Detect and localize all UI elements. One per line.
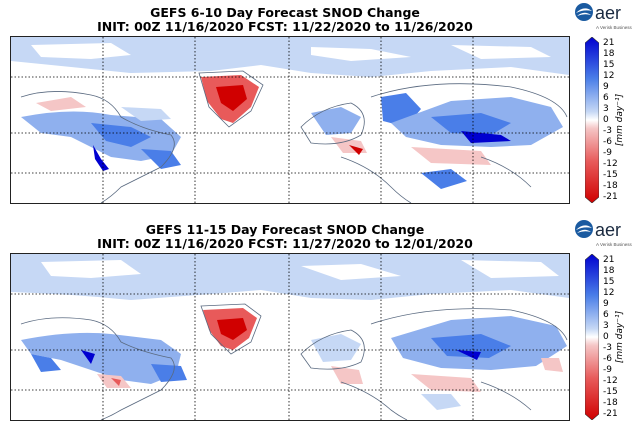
panel-title: GEFS 6-10 Day Forecast SNOD Change: [150, 5, 420, 20]
colorbar-tick-label: -18: [603, 398, 618, 408]
panel-title: GEFS 11-15 Day Forecast SNOD Change: [145, 222, 425, 237]
colorbar-ticks: 21 18 15 12 9 6 3 0 -3 -6 -9 -12 -15 -18 -21: [603, 37, 625, 203]
panel-subtitle: INIT: 00Z 11/16/2020 FCST: 11/22/2020 to…: [97, 19, 473, 34]
colorbar-tick-label: -3: [603, 126, 612, 136]
colorbar-tick-label: 3: [603, 104, 609, 114]
colorbar-tick-label: 9: [603, 299, 609, 309]
colorbar-tick-label: 0: [603, 332, 609, 342]
colorbar-tick-label: 6: [603, 310, 609, 320]
logo-tagline: A Verisk Business: [596, 25, 633, 30]
colorbar-tick-label: -6: [603, 354, 612, 364]
logo-wordmark: aer: [595, 220, 621, 240]
colorbar-tick-label: -9: [603, 148, 612, 158]
colorbar-tick-label: 21: [603, 38, 615, 48]
colorbar-tick-label: -9: [603, 365, 612, 375]
colorbar-tick-label: 18: [603, 49, 615, 59]
colorbar-tick-label: -18: [603, 181, 618, 191]
colorbar-tick-label: 21: [603, 255, 615, 265]
forecast-panel-6-10: GEFS 6-10 Day Forecast SNOD Change INIT:…: [0, 0, 640, 210]
colorbar-tick-label: -21: [603, 192, 618, 202]
panel-subtitle: INIT: 00Z 11/16/2020 FCST: 11/27/2020 to…: [97, 236, 473, 251]
logo-wordmark: aer: [595, 3, 621, 23]
colorbar-ticks: 21 18 15 12 9 6 3 0 -3 -6 -9 -12 -15 -18 -21: [603, 254, 625, 420]
colorbar-tick-label: -12: [603, 376, 618, 386]
colorbar-tick-label: 12: [603, 71, 615, 81]
colorbar-tick-label: 0: [603, 115, 609, 125]
snow-depth-change-map: [10, 36, 570, 204]
colorbar-tick-label: -21: [603, 409, 618, 419]
colorbar-tick-label: 9: [603, 82, 609, 92]
colorbar-tick-label: 18: [603, 266, 615, 276]
colorbar-tick-label: -6: [603, 137, 612, 147]
logo-tagline: A Verisk Business: [596, 242, 633, 247]
aer-logo: aer A Verisk Business: [570, 217, 640, 251]
colorbar-unit-label: [mm day⁻¹]: [615, 93, 625, 147]
colorbar-tick-label: -15: [603, 387, 618, 397]
colorbar-tick-label: 12: [603, 288, 615, 298]
colorbar: [584, 36, 600, 204]
colorbar-tick-label: 15: [603, 60, 615, 70]
colorbar-unit-label: [mm day⁻¹]: [615, 310, 625, 364]
colorbar: [584, 253, 600, 421]
colorbar-tick-label: -12: [603, 159, 618, 169]
colorbar-tick-label: 3: [603, 321, 609, 331]
colorbar-tick-label: -3: [603, 343, 612, 353]
snow-depth-change-map: [10, 253, 570, 421]
colorbar-tick-label: -15: [603, 170, 618, 180]
forecast-panel-11-15: GEFS 11-15 Day Forecast SNOD Change INIT…: [0, 217, 640, 427]
aer-logo: aer A Verisk Business: [570, 0, 640, 34]
colorbar-tick-label: 15: [603, 277, 615, 287]
colorbar-tick-label: 6: [603, 93, 609, 103]
